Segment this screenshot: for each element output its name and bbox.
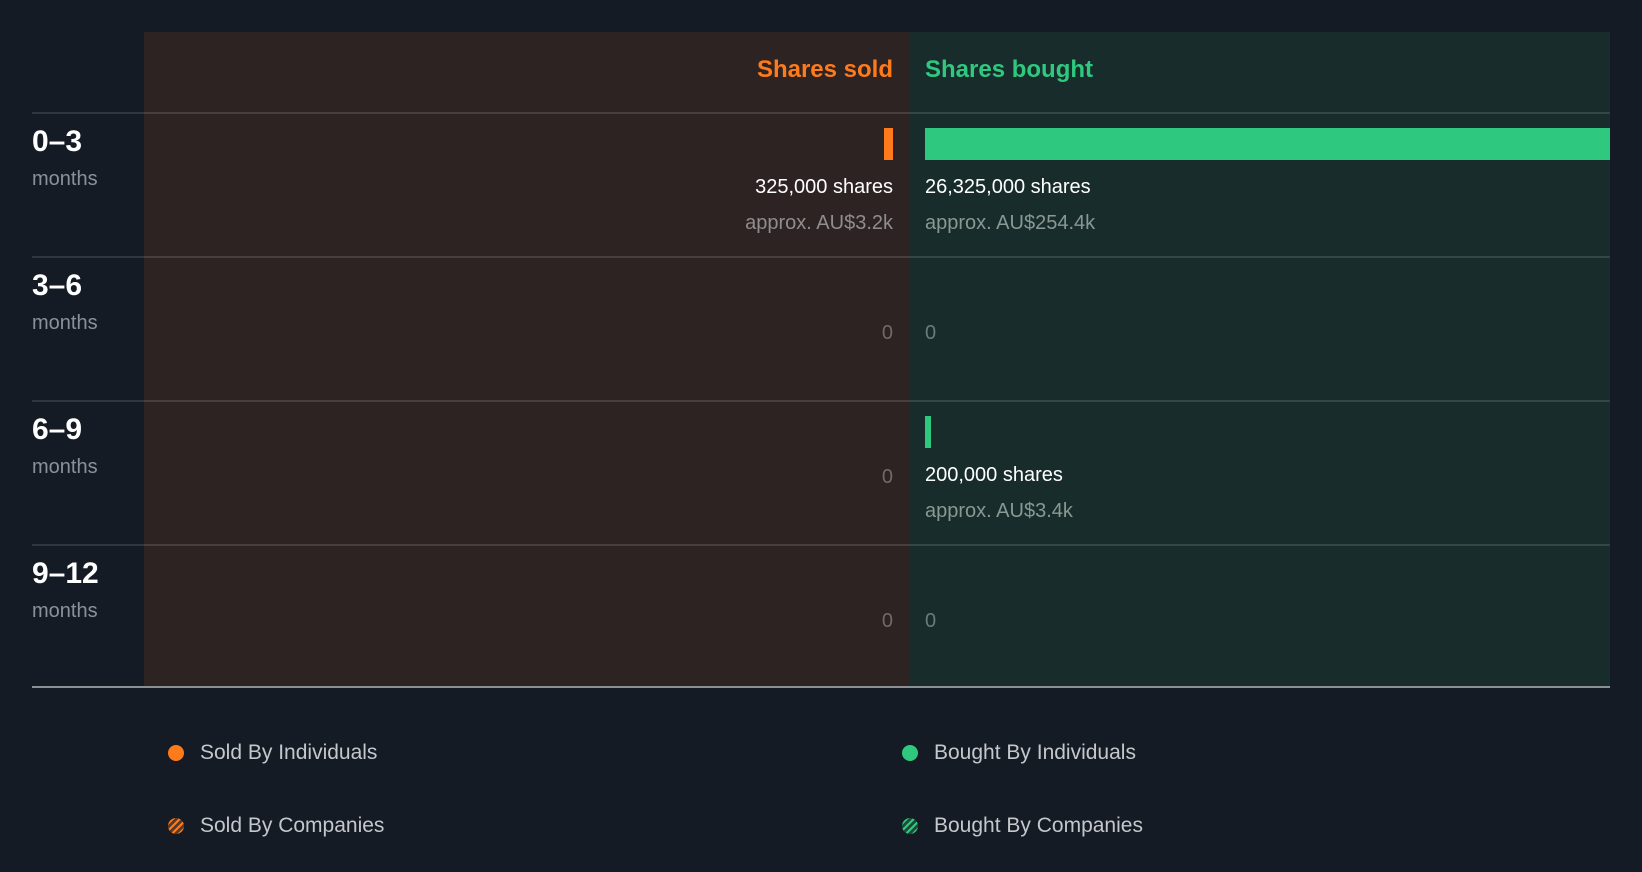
bought-bar[interactable] [925,416,931,448]
legend-bought-companies[interactable]: Bought By Companies [902,814,1143,838]
bought-approx-value: approx. AU$3.4k [925,500,1073,522]
row-6-9-months: 6–9 months 0 200,000 shares approx. AU$3… [0,400,1642,544]
bought-zero-value: 0 [925,610,937,632]
row-9-12-months: 9–12 months 0 0 [0,544,1642,688]
shares-sold-header: Shares sold [756,56,893,83]
green-striped-dot-icon [902,818,918,834]
sold-shares: 325,000 shares [755,176,893,198]
bought-bar[interactable] [925,128,1610,160]
legend-label: Sold By Individuals [200,741,378,764]
row-3-6-months: 3–6 months 0 0 [0,256,1642,400]
bought-zero-value: 0 [925,322,937,344]
legend-sold-companies[interactable]: Sold By Companies [168,814,384,838]
sold-approx-value: approx. AU$3.2k [745,212,893,234]
period-label: 0–3 [32,125,83,158]
row-divider [32,256,1610,258]
sold-zero-value: 0 [881,466,893,488]
row-divider [32,544,1610,546]
period-label: 6–9 [32,413,83,446]
bought-shares: 26,325,000 shares [925,176,1091,198]
orange-dot-icon [168,745,184,761]
legend-label: Bought By Individuals [934,741,1136,764]
bought-shares: 200,000 shares [925,464,1063,486]
row-divider [32,400,1610,402]
sold-panel [144,32,909,687]
period-label: 3–6 [32,269,83,302]
orange-striped-dot-icon [168,818,184,834]
sold-zero-value: 0 [881,322,893,344]
period-label: 9–12 [32,557,99,590]
bought-approx-value: approx. AU$254.4k [925,212,1096,234]
period-unit: months [32,456,98,478]
sold-zero-value: 0 [881,610,893,632]
legend-bought-individuals[interactable]: Bought By Individuals [902,741,1136,765]
legend-sold-individuals[interactable]: Sold By Individuals [168,741,377,765]
sold-bar[interactable] [884,128,893,160]
legend-label: Bought By Companies [934,814,1143,837]
row-divider [32,112,1610,114]
row-0-3-months: 0–3 months 325,000 shares approx. AU$3.2… [0,112,1642,256]
period-unit: months [32,312,98,334]
x-axis-line [32,686,1610,688]
period-unit: months [32,600,98,622]
period-unit: months [32,168,98,190]
legend-label: Sold By Companies [200,814,385,837]
green-dot-icon [902,745,918,761]
shares-bought-header: Shares bought [925,56,1094,83]
